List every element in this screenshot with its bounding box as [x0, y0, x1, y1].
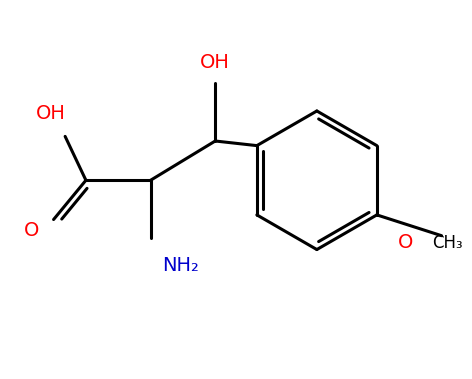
- Text: NH₂: NH₂: [162, 257, 199, 276]
- Text: OH: OH: [36, 103, 66, 122]
- Text: OH: OH: [200, 53, 230, 72]
- Text: O: O: [398, 233, 413, 252]
- Text: CH₃: CH₃: [432, 233, 463, 252]
- Text: O: O: [24, 221, 39, 240]
